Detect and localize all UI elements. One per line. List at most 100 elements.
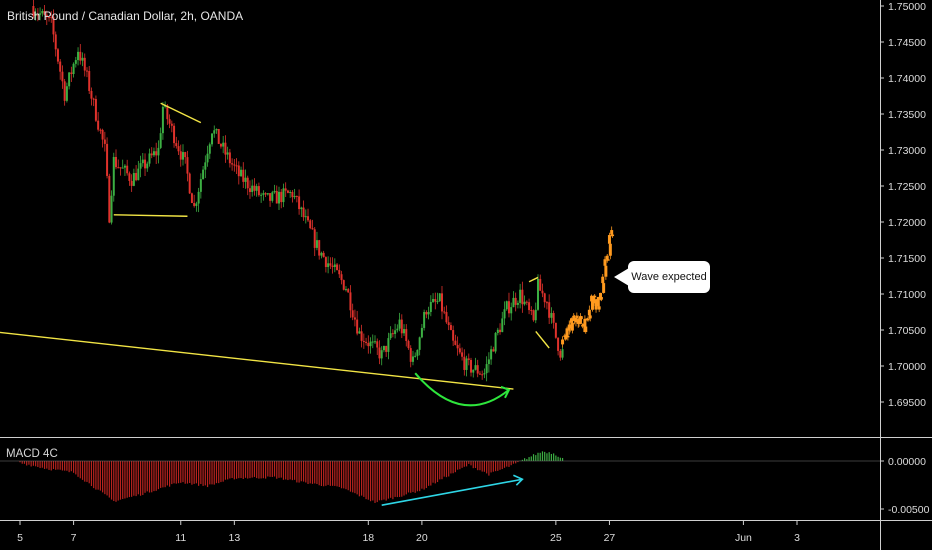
candle-body <box>237 165 240 177</box>
candle-body <box>175 143 178 147</box>
candle-body <box>146 163 149 169</box>
candle-body <box>552 313 555 323</box>
candle-body <box>248 188 251 192</box>
trendline[interactable] <box>0 323 514 390</box>
candle-body <box>443 311 446 313</box>
divergence-arrow-head <box>513 474 524 486</box>
candle-body <box>311 228 314 230</box>
macd-indicator-label[interactable]: MACD 4C <box>6 448 58 460</box>
candle-body <box>269 193 272 201</box>
candle-body <box>213 130 216 134</box>
candle-body <box>492 349 495 352</box>
candle-body <box>378 347 381 359</box>
projected-candle <box>585 318 589 320</box>
candle-body <box>123 165 126 168</box>
candle-body <box>300 207 303 210</box>
wave-expected-callout[interactable]: Wave expected <box>628 261 710 293</box>
candle-body <box>411 356 414 362</box>
projected-candle <box>611 234 615 237</box>
candle-body <box>266 193 269 195</box>
time-tick-label: Jun <box>735 532 752 544</box>
candle-body <box>222 142 225 147</box>
candle-body <box>291 192 294 198</box>
projected-candle <box>592 296 596 304</box>
projected-candle <box>604 265 608 277</box>
candle-body <box>528 302 531 311</box>
candle-body <box>77 51 80 61</box>
candle-body <box>349 292 352 311</box>
candle-body <box>440 293 443 312</box>
projected-candle <box>563 335 567 337</box>
candle-body <box>407 341 410 349</box>
candle-body <box>481 374 484 376</box>
candle-body <box>271 192 274 201</box>
projected-candle <box>587 309 591 316</box>
curve-arrow-head <box>500 385 511 399</box>
curve-arrow[interactable] <box>414 372 510 407</box>
candle-body <box>360 331 363 341</box>
candle-body <box>499 329 502 333</box>
candle-body <box>501 318 504 333</box>
triangle-upper-line[interactable] <box>160 102 202 124</box>
candle-body <box>487 359 490 365</box>
candle-body <box>110 195 113 223</box>
candle-body <box>152 151 155 156</box>
candle-body <box>537 278 539 310</box>
candle-body <box>333 264 336 268</box>
candle-body <box>193 203 196 206</box>
candle-body <box>233 164 236 166</box>
candle-body <box>132 173 135 186</box>
candle-body <box>137 168 140 181</box>
candle-body <box>315 240 318 248</box>
candle-body <box>403 329 406 334</box>
candle-body <box>235 165 238 167</box>
candle-body <box>119 167 122 169</box>
candle-body <box>394 330 397 334</box>
candle-body <box>159 133 162 148</box>
price-tick-label: 1.71000 <box>888 289 926 301</box>
candle-body <box>409 348 412 362</box>
time-tick-label: 18 <box>362 532 374 544</box>
projected-candle <box>570 322 574 331</box>
flag-lower-line[interactable] <box>535 330 550 349</box>
candle-body <box>72 63 75 74</box>
candle-body <box>295 195 298 197</box>
candle-body <box>181 152 184 160</box>
triangle-lower-line[interactable] <box>113 214 188 217</box>
candle-body <box>519 289 522 303</box>
candle-body <box>467 358 470 360</box>
projected-candle <box>576 319 580 324</box>
candle-body <box>559 350 562 358</box>
candle-body <box>32 6 35 16</box>
divergence-arrow[interactable] <box>381 478 523 506</box>
candle-body <box>309 220 312 229</box>
candle-body <box>313 229 316 248</box>
projected-candle <box>588 315 592 319</box>
candle-body <box>505 301 508 310</box>
candle-body <box>465 358 468 370</box>
candle-body <box>34 14 37 16</box>
candle-body <box>83 57 86 71</box>
candle-body <box>425 312 428 315</box>
macd-histogram <box>0 451 880 503</box>
candle-body <box>284 188 287 191</box>
candle-body <box>476 365 479 374</box>
flag-upper-line[interactable] <box>528 276 539 283</box>
candle-body <box>260 194 263 196</box>
candle-body <box>461 352 464 357</box>
candle-body <box>434 298 437 302</box>
projected-candle <box>583 318 587 333</box>
candle-body <box>224 142 227 155</box>
candle-body <box>454 340 457 345</box>
candle-body <box>418 337 421 350</box>
candle-body <box>351 310 354 318</box>
price-tick-label: 1.70000 <box>888 361 926 373</box>
candle-body <box>322 252 325 258</box>
candle-body <box>130 180 133 186</box>
candle-body <box>280 191 283 203</box>
candle-body <box>257 186 260 196</box>
candle-body <box>463 356 466 370</box>
candle-body <box>70 72 73 74</box>
price-tick-label: 1.72500 <box>888 181 926 193</box>
